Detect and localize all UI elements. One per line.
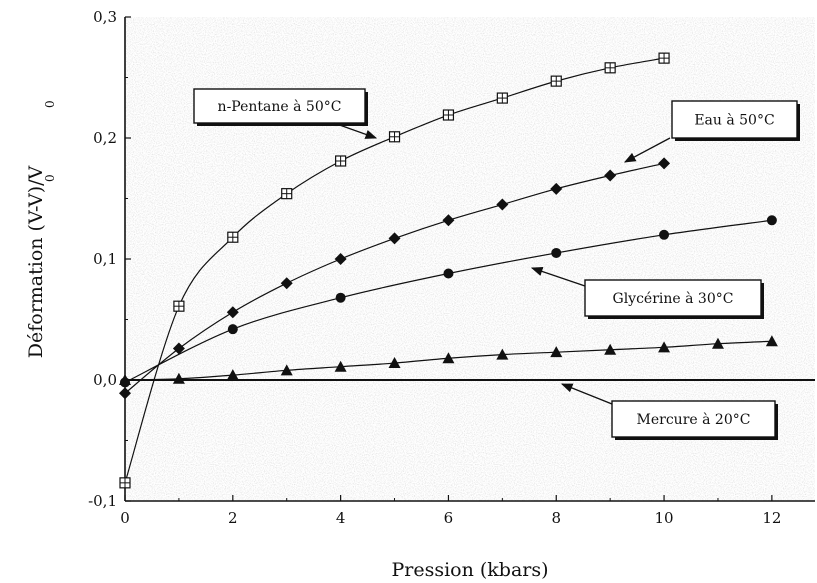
data-point-triangle <box>280 364 293 376</box>
y-axis-title: Déformation (V-V)/V <box>25 165 47 358</box>
x-tick-label: 6 <box>444 509 454 527</box>
annotation-label: Glycérine à 30°C <box>613 290 734 307</box>
annotation-box <box>584 279 762 317</box>
annotation-2: Glycérine à 30°C <box>530 266 764 319</box>
y-tick-label: 0,3 <box>93 8 117 26</box>
x-tick-label: 10 <box>655 509 674 527</box>
data-point-triangle <box>765 335 778 347</box>
series-line <box>124 57 665 484</box>
annotation-label: Mercure à 20°C <box>637 411 751 428</box>
data-point-diamond <box>119 387 131 400</box>
data-point-circle <box>551 247 562 258</box>
data-point-diamond <box>280 277 293 290</box>
annotation-arrow <box>333 122 378 139</box>
annotation-1: Eau à 50°C <box>623 100 800 163</box>
data-point-triangle <box>711 337 724 349</box>
series <box>119 52 778 489</box>
series-1 <box>119 157 671 400</box>
annotation-arrow <box>560 383 613 405</box>
x-tick-label: 12 <box>762 509 781 527</box>
data-point-triangle <box>172 372 185 384</box>
x-tick-label: 4 <box>336 509 346 527</box>
data-point-diamond <box>496 198 509 211</box>
annotation-box <box>671 100 798 139</box>
data-point-circle <box>659 229 670 240</box>
y-tick-label: -0,1 <box>88 492 117 510</box>
annotation-label: n-Pentane à 50°C <box>218 98 342 115</box>
annotation-box <box>611 400 776 438</box>
annotation-arrow <box>623 137 671 163</box>
data-point-diamond <box>334 253 347 265</box>
data-point-triangle <box>226 369 239 381</box>
series-0 <box>119 52 670 489</box>
data-point-circle <box>443 268 454 279</box>
data-point-triangle <box>442 352 455 364</box>
data-point-diamond <box>442 214 455 227</box>
x-tick-label: 2 <box>228 509 238 527</box>
y-tick-label: 0,0 <box>93 371 117 389</box>
y-tick-label: 0,1 <box>93 250 117 268</box>
data-point-circle <box>227 324 238 335</box>
data-point-triangle <box>388 357 401 369</box>
ticks: 0 2 4 6 8 10 12 -0,1 0,0 0,1 0,2 0,3 <box>88 8 781 527</box>
data-point-diamond <box>550 182 563 195</box>
y-tick-label: 0,2 <box>93 129 117 147</box>
annotation-0: n-Pentane à 50°C <box>193 88 378 139</box>
data-point-diamond <box>658 157 671 170</box>
y-axis-title-group: Déformation (V-V)/V <box>25 165 47 358</box>
data-point-diamond <box>388 232 401 245</box>
data-point-triangle <box>496 348 509 360</box>
annotation-label: Eau à 50°C <box>694 112 774 129</box>
data-point-diamond <box>604 169 617 182</box>
data-point-triangle <box>119 374 131 385</box>
annotation-box <box>193 88 366 124</box>
series-2 <box>120 215 777 388</box>
data-point-diamond <box>172 342 185 355</box>
annotation-3: Mercure à 20°C <box>560 383 778 440</box>
annotations: n-Pentane à 50°C Eau à 50°C Glycérine à 30… <box>193 88 800 440</box>
y-axis-subscript-2: 0 <box>43 100 57 108</box>
data-point-triangle <box>658 341 671 353</box>
x-tick-label: 0 <box>120 509 130 527</box>
data-point-triangle <box>604 343 617 355</box>
series-3 <box>119 335 778 385</box>
x-tick-label: 8 <box>551 509 561 527</box>
y-axis-subscript-1: 0 <box>43 174 57 182</box>
data-point-triangle <box>334 360 347 372</box>
data-point-triangle <box>550 346 563 358</box>
data-point-diamond <box>226 306 239 319</box>
data-point-circle <box>335 292 346 303</box>
annotation-arrow <box>530 266 586 287</box>
x-axis-title: Pression (kbars) <box>391 559 548 581</box>
data-point-circle <box>766 215 777 226</box>
